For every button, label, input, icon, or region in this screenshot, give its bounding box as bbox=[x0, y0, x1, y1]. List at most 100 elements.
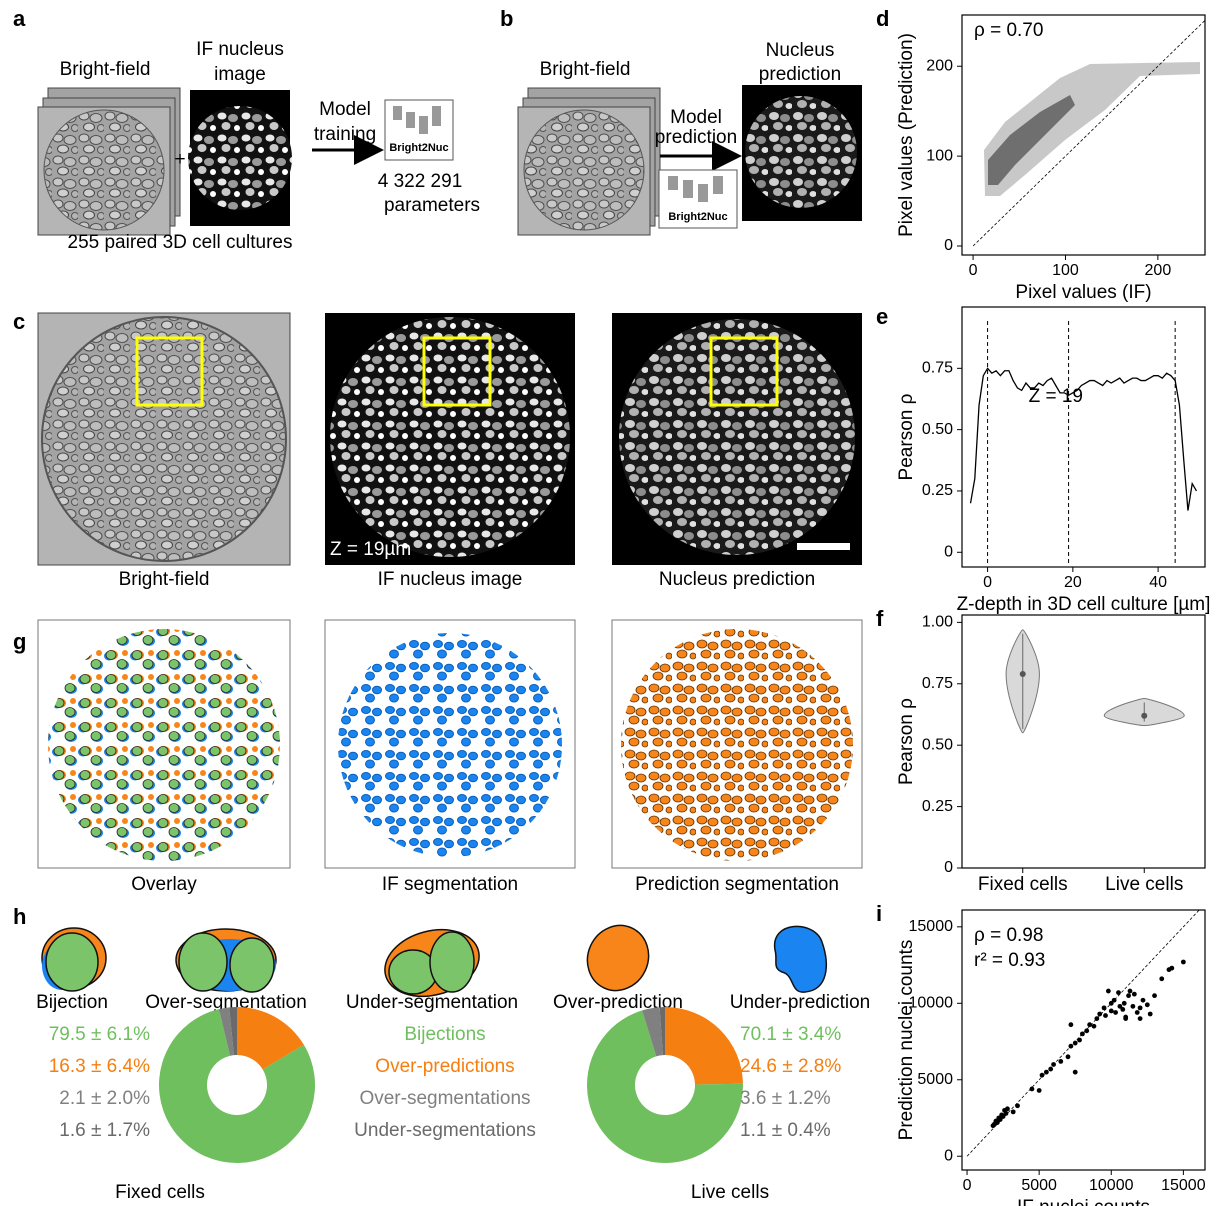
y-tick-label: 5000 bbox=[917, 1071, 953, 1088]
point bbox=[1068, 1022, 1073, 1027]
annotation: r² = 0.93 bbox=[974, 950, 1045, 971]
y-tick-label: 0.75 bbox=[922, 675, 953, 692]
model-name: Bright2Nuc bbox=[389, 142, 448, 154]
label: Bright-field bbox=[60, 59, 151, 80]
x-tick-label: 100 bbox=[1052, 262, 1079, 279]
value-label: 2.1 ± 2.0% bbox=[59, 1088, 150, 1109]
x-tick-label: Live cells bbox=[1105, 874, 1183, 895]
icon-bar bbox=[698, 184, 708, 202]
plot-frame bbox=[962, 910, 1205, 1170]
x-tick-label: 0 bbox=[969, 262, 978, 279]
panel-label: h bbox=[13, 904, 26, 929]
caption: Overlay bbox=[131, 874, 197, 895]
y-tick-label: 200 bbox=[926, 57, 953, 74]
spheroid bbox=[745, 96, 857, 208]
caption: Prediction segmentation bbox=[635, 874, 839, 895]
spheroid bbox=[42, 317, 286, 561]
point bbox=[1141, 998, 1146, 1003]
model-icon: Bright2Nuc bbox=[385, 100, 453, 160]
point bbox=[1106, 989, 1111, 994]
icon-bar bbox=[393, 106, 402, 120]
point bbox=[1005, 1106, 1010, 1111]
point bbox=[1077, 1038, 1082, 1043]
point bbox=[1084, 1028, 1089, 1033]
pie-slice bbox=[665, 1007, 743, 1085]
panel-label: c bbox=[13, 309, 25, 334]
icon-bar bbox=[432, 106, 441, 126]
point bbox=[1058, 1059, 1063, 1064]
point bbox=[1068, 1044, 1073, 1049]
label: prediction bbox=[655, 127, 737, 148]
point bbox=[1159, 976, 1164, 981]
point bbox=[1037, 1088, 1042, 1093]
caption: 255 paired 3D cell cultures bbox=[68, 232, 293, 253]
point bbox=[1097, 1012, 1102, 1017]
point bbox=[1044, 1070, 1049, 1075]
label: parameters bbox=[384, 195, 480, 216]
pie-title: Live cells bbox=[691, 1182, 769, 1203]
y-tick-label: 100 bbox=[926, 147, 953, 164]
point bbox=[1011, 1109, 1016, 1114]
spheroid bbox=[619, 319, 855, 555]
y-tick-label: 0 bbox=[944, 544, 953, 561]
panel-label: e bbox=[876, 304, 888, 329]
point bbox=[1073, 1041, 1078, 1046]
point bbox=[1181, 960, 1186, 965]
point bbox=[1152, 993, 1157, 998]
y-tick-label: 0 bbox=[944, 859, 953, 876]
spheroid bbox=[621, 629, 853, 861]
panel-label: f bbox=[876, 606, 884, 631]
figure: a b c d e f g h i Bright-field + IF nucl… bbox=[0, 0, 1223, 1206]
icon-bar bbox=[683, 180, 693, 198]
y-axis-label: Pixel values (Prediction) bbox=[896, 33, 917, 237]
y-tick-label: 0.25 bbox=[922, 798, 953, 815]
point bbox=[1113, 1010, 1118, 1015]
violin-median bbox=[1020, 671, 1026, 677]
point bbox=[1122, 1001, 1127, 1006]
point bbox=[1094, 1016, 1099, 1021]
value-label: 1.6 ± 1.7% bbox=[59, 1120, 150, 1141]
scale-bar bbox=[797, 543, 850, 550]
x-tick-label: Fixed cells bbox=[978, 874, 1068, 895]
label: IF nucleus bbox=[196, 39, 284, 60]
point bbox=[1123, 1016, 1128, 1021]
annotation: Z = 19 bbox=[1029, 386, 1083, 407]
panel-label: a bbox=[13, 6, 26, 31]
point bbox=[1135, 1010, 1140, 1015]
value-label: 3.6 ± 1.2% bbox=[740, 1088, 831, 1109]
panel-label: d bbox=[876, 6, 889, 31]
violin-median bbox=[1141, 713, 1147, 719]
caption: Bright-field bbox=[119, 569, 210, 590]
icon-bar bbox=[713, 176, 723, 194]
y-axis-label: Pearson ρ bbox=[896, 393, 917, 480]
bf-stack bbox=[38, 88, 180, 235]
panel-label: b bbox=[500, 6, 513, 31]
x-axis-label: IF nuclei counts bbox=[1017, 1197, 1150, 1206]
icon-bar bbox=[668, 176, 678, 190]
point bbox=[1087, 1022, 1092, 1027]
x-tick-label: 20 bbox=[1064, 574, 1082, 591]
y-axis-label: Pearson ρ bbox=[896, 698, 917, 785]
point bbox=[1169, 966, 1174, 971]
point bbox=[1103, 1013, 1108, 1018]
case-label: Under-segmentation bbox=[346, 992, 518, 1013]
caption: IF nucleus image bbox=[378, 569, 523, 590]
point bbox=[1128, 989, 1133, 994]
x-axis-label: Pixel values (IF) bbox=[1015, 282, 1151, 303]
model-icon: Bright2Nuc bbox=[659, 170, 737, 228]
y-axis-label: Prediction nuclei counts bbox=[896, 940, 917, 1141]
value-label: 79.5 ± 6.1% bbox=[49, 1024, 150, 1045]
point bbox=[1048, 1067, 1053, 1072]
green-shape bbox=[230, 938, 274, 992]
annotation: ρ = 0.98 bbox=[974, 925, 1043, 946]
point bbox=[1112, 998, 1117, 1003]
point bbox=[1051, 1062, 1056, 1067]
case-label: Bijection bbox=[36, 992, 108, 1013]
y-tick-label: 0 bbox=[944, 1147, 953, 1164]
caption: Nucleus prediction bbox=[659, 569, 815, 590]
spheroid bbox=[188, 106, 292, 210]
y-tick-label: 0.25 bbox=[922, 482, 953, 499]
line-series bbox=[971, 368, 1197, 510]
label: Model bbox=[319, 99, 371, 120]
label: Bright-field bbox=[540, 59, 631, 80]
